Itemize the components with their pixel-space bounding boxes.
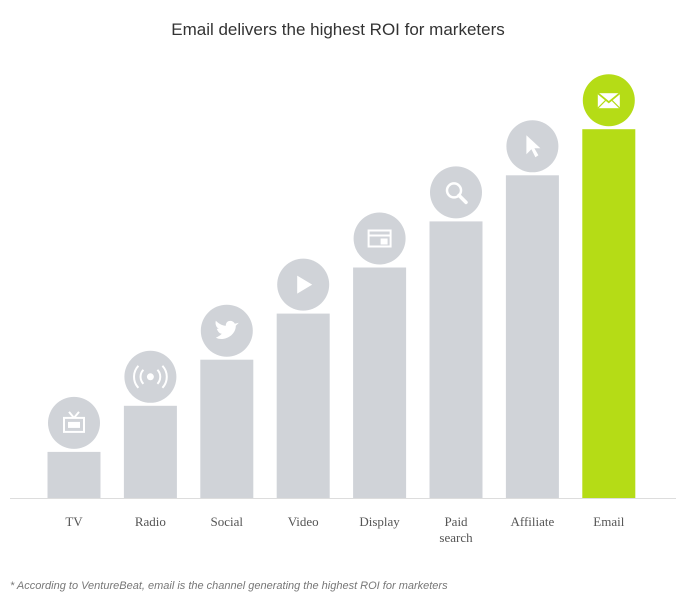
- category-label-line: Radio: [135, 514, 166, 529]
- bar-social: [200, 359, 254, 498]
- category-label-line: TV: [65, 514, 83, 529]
- cursor-icon: [506, 120, 559, 173]
- category-label-line: Social: [211, 514, 244, 529]
- bar-email: [582, 129, 636, 498]
- tv-icon-antenna: [68, 411, 75, 419]
- category-label: Paid search: [439, 514, 473, 545]
- category-label: Display: [359, 514, 400, 529]
- category-label-line: Affiliate: [510, 514, 554, 529]
- bar-radio: [123, 405, 177, 498]
- search-icon-handle: [457, 193, 468, 205]
- bar-tv: [47, 451, 101, 498]
- radio-icon: [124, 350, 177, 403]
- tv-icon: [48, 396, 100, 449]
- envelope-icon-flap: [597, 92, 621, 104]
- chart-title: Email delivers the highest ROI for marke…: [171, 20, 505, 39]
- search-icon-lens: [445, 182, 463, 199]
- twitter-icon: [200, 304, 253, 357]
- display-icon-block: [380, 238, 388, 245]
- play-icon-triangle: [297, 275, 313, 294]
- category-label: Social: [211, 514, 244, 529]
- bar-display: [353, 267, 407, 498]
- radio-icon-dot: [146, 373, 154, 381]
- radio-icon-wave: [133, 365, 140, 389]
- category-label: TV: [65, 514, 83, 529]
- category-label: Video: [288, 514, 319, 529]
- radio-icon-wave: [161, 365, 168, 389]
- category-label: Radio: [135, 514, 166, 529]
- bar-video: [276, 313, 330, 498]
- category-label: Email: [593, 514, 624, 529]
- cursor-icon-arrow: [526, 135, 541, 158]
- bar-affiliate: [505, 175, 559, 499]
- search-icon: [430, 166, 482, 219]
- tv-icon-antenna: [73, 411, 80, 419]
- play-icon: [277, 258, 330, 311]
- category-label-line: Display: [359, 514, 400, 529]
- category-label-line: search: [439, 530, 473, 545]
- bar-paid-search: [429, 221, 483, 498]
- icon-circle: [353, 212, 406, 265]
- twitter-icon-bird: [215, 320, 239, 339]
- footnote: * According to VentureBeat, email is the…: [10, 580, 448, 592]
- category-label-line: Video: [288, 514, 319, 529]
- display-icon: [353, 212, 406, 265]
- category-label-line: Paid: [444, 514, 468, 529]
- category-label: Affiliate: [510, 514, 554, 529]
- icon-circle: [430, 166, 482, 219]
- display-icon-frame: [367, 229, 392, 248]
- radio-icon-wave: [139, 369, 145, 385]
- envelope-icon: [582, 74, 635, 127]
- envelope-icon-fold: [597, 99, 621, 109]
- radio-icon-wave: [156, 369, 162, 385]
- tv-icon-screen: [68, 421, 80, 428]
- category-label-line: Email: [593, 514, 624, 529]
